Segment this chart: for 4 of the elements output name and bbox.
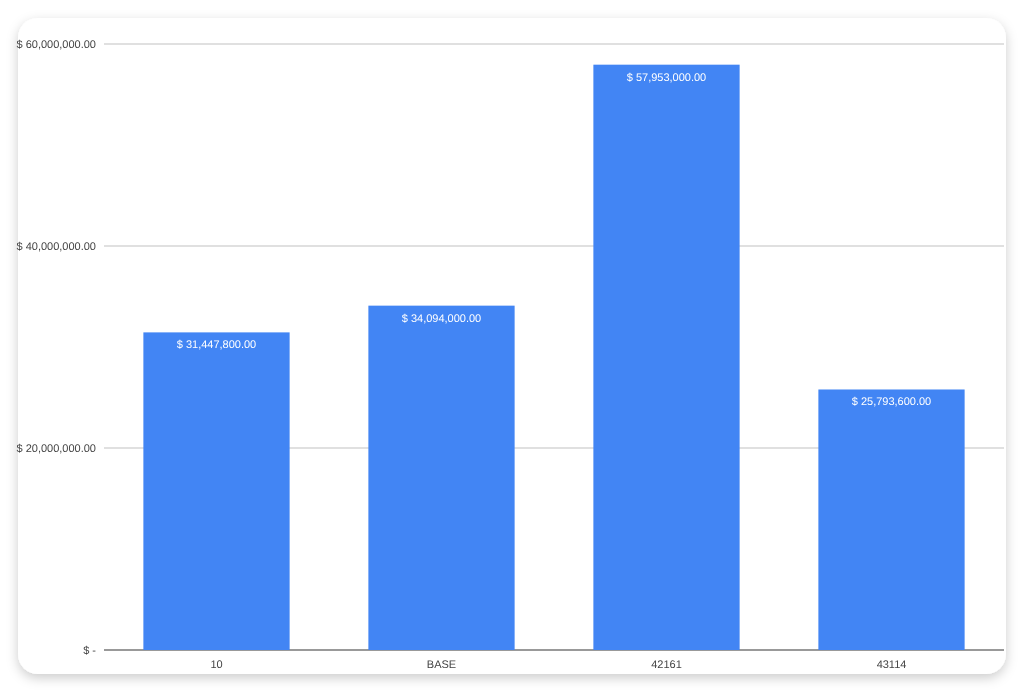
bar: [818, 389, 965, 650]
bar: [143, 332, 290, 650]
bar: [593, 64, 740, 650]
bar: [368, 305, 515, 650]
